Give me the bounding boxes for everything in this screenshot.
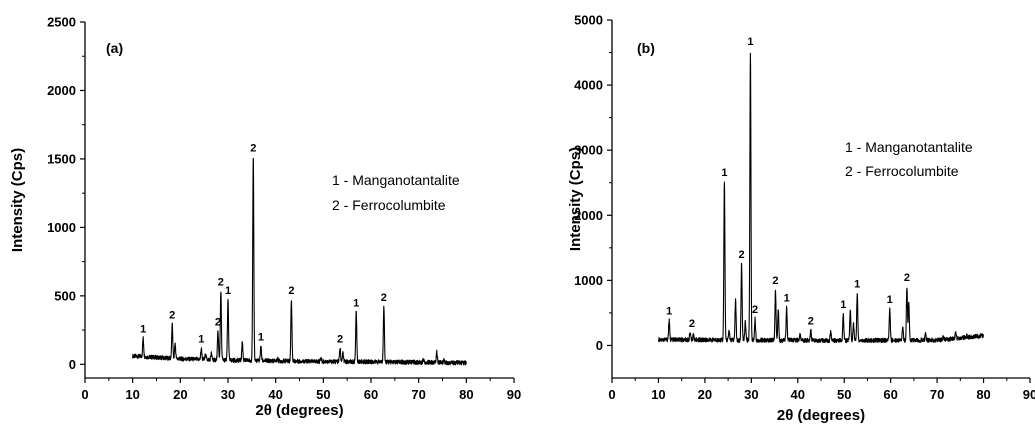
peak-label: 2 [218,277,224,289]
peak-label: 1 [747,36,753,48]
peak-label: 1 [198,334,204,346]
peak-label: 1 [258,332,264,344]
y-tick-label: 1500 [47,151,76,166]
peak-label: 2 [739,249,745,261]
xrd-panel-a: 0 10 20 30 40 50 60 70 80 90 0 500 1000 1500 2000 2500 2… [9,15,521,420]
peak-label: 2 [808,315,814,327]
diffraction-pattern-line [658,52,985,344]
peak-label: 2 [337,334,343,346]
x-tick-label: 30 [744,387,758,402]
y-tick-label: 3000 [574,143,603,158]
x-tick-label: 20 [173,387,187,402]
x-tick-label: 90 [507,387,521,402]
peak-label: 2 [215,316,221,328]
y-tick-label: 1000 [574,273,603,288]
y-axis-title: Intensity (Cps) [567,147,584,251]
x-tick-label: 0 [608,387,615,402]
x-tick-label: 40 [268,387,282,402]
peak-label: 2 [250,143,256,155]
x-tick-label: 10 [651,387,665,402]
peak-label: 1 [666,306,672,318]
x-tick-label: 20 [698,387,712,402]
x-axis-title: 2θ (degrees) [777,407,865,424]
peak-label: 1 [721,167,727,179]
legend-entry-manganotantalite: 1 - Manganotantalite [845,139,973,155]
x-tick-label: 70 [411,387,425,402]
diffraction-pattern-line [132,158,467,366]
peak-label: 2 [904,272,910,284]
peak-label: 1 [140,323,146,335]
x-tick-label: 90 [1023,387,1035,402]
y-tick-label: 0 [596,338,603,353]
peak-label: 2 [752,304,758,316]
x-tick-label: 60 [883,387,897,402]
x-tick-label: 50 [316,387,330,402]
y-axis-title: Intensity (Cps) [9,148,26,252]
peak-label: 1 [887,294,893,306]
y-tick-label: 5000 [574,13,603,28]
x-tick-label: 0 [81,387,88,402]
axes-frame [611,20,1030,379]
x-tick-label: 70 [930,387,944,402]
y-tick-label: 1000 [47,220,76,235]
peak-label: 1 [784,293,790,305]
x-tick-label: 60 [364,387,378,402]
peak-label: 2 [689,318,695,330]
x-tick-label: 80 [976,387,990,402]
panel-label: (a) [106,40,123,56]
y-tick-label: 2000 [574,208,603,223]
peak-label: 1 [840,299,846,311]
y-tick-label: 2000 [47,83,76,98]
y-tick-label: 4000 [574,78,603,93]
legend-entry-ferrocolumbite: 2 - Ferrocolumbite [332,197,446,213]
xrd-panel-b: 0 10 20 30 40 50 60 70 80 90 0 1000 2000 3000 4000 5000… [567,13,1035,425]
peak-label: 1 [225,285,231,297]
peak-label: 2 [381,292,387,304]
peak-label: 2 [169,310,175,322]
x-tick-label: 30 [221,387,235,402]
peak-label: 1 [854,278,860,290]
axes-frame [84,22,514,379]
legend-entry-manganotantalite: 1 - Manganotantalite [332,172,460,188]
peak-label: 1 [353,297,359,309]
y-tick-label: 2500 [47,15,76,30]
peak-label: 2 [772,275,778,287]
x-axis-title: 2θ (degrees) [255,402,343,419]
x-tick-label: 40 [791,387,805,402]
y-tick-label: 500 [54,288,76,303]
x-tick-label: 80 [459,387,473,402]
peak-label: 2 [288,285,294,297]
y-tick-label: 0 [69,357,76,372]
x-tick-label: 50 [837,387,851,402]
legend-entry-ferrocolumbite: 2 - Ferrocolumbite [845,163,959,179]
x-tick-label: 10 [125,387,139,402]
panel-label: (b) [637,40,655,56]
